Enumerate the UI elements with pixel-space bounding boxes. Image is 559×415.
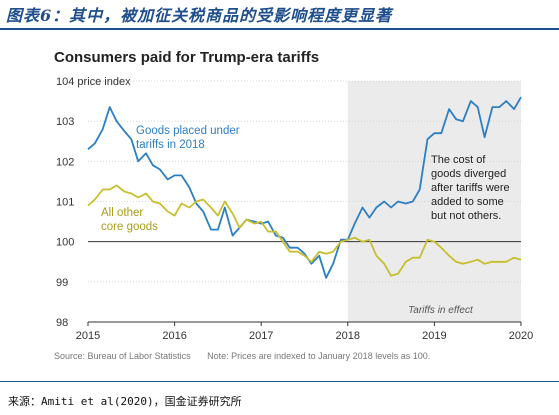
y-tick-label: 103 [56,116,74,128]
y-tick-label: 99 [56,277,68,289]
header-title: 图表6：其中，被加征关税商品的受影响程度更显著 [6,6,393,25]
x-tick-label: 2017 [249,330,273,342]
x-tick-label: 2020 [509,330,533,342]
series-label-tariff: tariffs in 2018 [136,139,205,151]
annotation-line: added to some [431,196,504,208]
x-tick-label: 2015 [76,330,100,342]
annotation-line: goods diverged [431,168,506,180]
y-axis-label: 104 price index [56,76,131,88]
series-label-tariff: Goods placed under [136,125,240,137]
tariff-period-label: Tariffs in effect [408,305,474,316]
series-line-other-goods [87,184,522,277]
header-rule [0,28,559,30]
x-tick-label: 2018 [336,330,360,342]
annotation-line: The cost of [431,154,486,166]
annotation-line: but not others. [431,210,501,222]
y-tick-label: 100 [56,237,74,249]
chart-title: Consumers paid for Trump-era tariffs [54,49,320,66]
x-tick-label: 2019 [422,330,446,342]
source-note: Source: Bureau of Labor Statistics Note:… [54,351,430,361]
y-tick-label: 98 [56,317,68,329]
series-label-other: core goods [101,221,158,233]
x-tick-label: 2016 [162,330,186,342]
footer-rule [0,381,559,382]
series-label-other: All other [101,207,143,219]
series-line-tariff-goods [87,96,522,279]
chart-source: Source: Bureau of Labor Statistics [54,351,191,361]
chart-note: Note: Prices are indexed to January 2018… [207,351,431,361]
y-tick-label: 102 [56,156,74,168]
y-tick-label: 101 [56,197,74,209]
annotation-line: after tariffs were [431,182,510,194]
footer-source: 来源：Amiti et al(2020)，国金证券研究所 [8,395,242,408]
